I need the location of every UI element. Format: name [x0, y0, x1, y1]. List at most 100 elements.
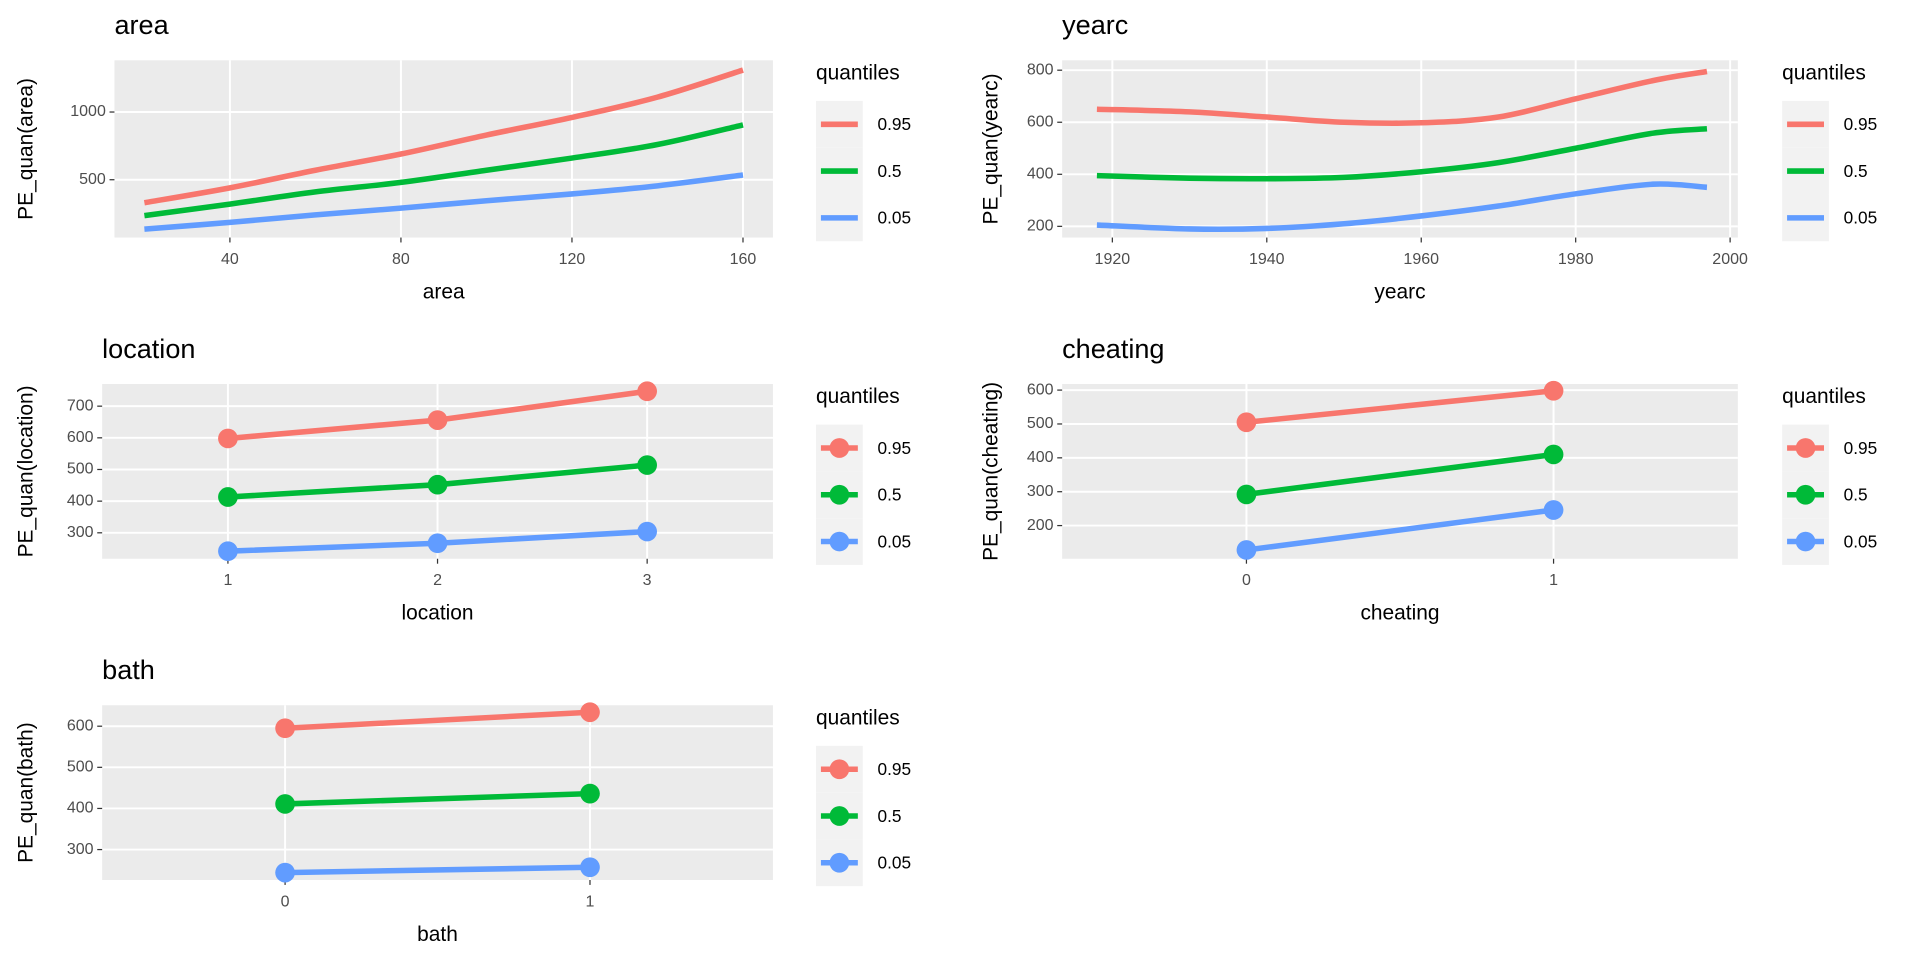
legend-label: 0.95: [1844, 438, 1878, 458]
point: [218, 487, 238, 507]
point: [275, 862, 295, 883]
panel: 300 400 500 600 0 1 bath bath PE_quan(bath) 0.95 0…: [15, 654, 911, 946]
y-tick-label: 400: [67, 492, 94, 509]
y-axis-label: PE_quan(cheating): [980, 382, 1003, 561]
y-tick-label: 300: [67, 841, 94, 858]
legend-title: quantiles: [1782, 61, 1866, 84]
legend-point: [829, 484, 850, 505]
point: [427, 533, 448, 554]
series-line: [1096, 125, 1708, 182]
y-tick-label: 600: [1027, 381, 1054, 398]
y-axis-label: PE_quan(location): [15, 385, 38, 557]
series-line: [1096, 181, 1708, 233]
legend-point: [829, 531, 850, 552]
x-tick-label: 40: [221, 251, 239, 268]
x-tick-label: 2000: [1712, 251, 1748, 268]
x-tick-label: 1: [586, 893, 595, 910]
x-axis-label: location: [402, 602, 474, 625]
x-tick-label: 80: [392, 251, 410, 268]
y-tick-label: 1000: [70, 103, 106, 120]
legend-point: [1795, 438, 1816, 458]
point: [427, 474, 448, 495]
legend-label: 0.5: [878, 161, 902, 181]
y-tick-label: 600: [1027, 113, 1054, 130]
point: [1543, 380, 1564, 401]
legend-point: [1795, 531, 1816, 552]
x-tick-label: 0: [1242, 572, 1251, 589]
legend-label: 0.05: [878, 208, 912, 228]
panel: 200 300 400 500 600 0 1 cheating cheating PE_quan…: [980, 333, 1878, 625]
legend-label: 0.05: [878, 853, 912, 873]
point: [1236, 540, 1257, 560]
series-line: [144, 122, 744, 219]
y-tick-label: 500: [67, 461, 94, 478]
y-tick-label: 300: [1027, 483, 1054, 500]
series-line: [143, 67, 744, 206]
point: [1236, 412, 1257, 433]
series-line: [1246, 451, 1554, 498]
series-line: [144, 172, 744, 232]
y-axis-label: PE_quan(yearc): [980, 73, 1003, 224]
y-tick-label: 700: [67, 397, 94, 414]
series-line: [1096, 68, 1708, 126]
series-line: [1246, 507, 1554, 553]
plot-background: [114, 60, 773, 238]
x-axis-label: area: [423, 280, 465, 303]
point: [580, 783, 600, 804]
legend-label: 0.5: [878, 806, 902, 826]
legend-label: 0.95: [1844, 114, 1878, 134]
x-tick-label: 1980: [1558, 251, 1594, 268]
legend-label: 0.05: [1844, 208, 1878, 228]
x-tick-label: 1960: [1403, 251, 1439, 268]
x-tick-label: 0: [281, 893, 290, 910]
legend-point: [829, 438, 850, 458]
x-tick-label: 1: [223, 572, 232, 589]
point: [275, 794, 295, 814]
point: [1543, 500, 1564, 520]
legend-point: [829, 759, 850, 780]
series-line: [1246, 388, 1554, 426]
y-tick-label: 800: [1027, 61, 1054, 78]
legend-label: 0.5: [1844, 161, 1868, 181]
point: [427, 410, 448, 430]
y-tick-label: 300: [67, 524, 94, 541]
x-axis-label: cheating: [1360, 602, 1439, 625]
y-tick-label: 600: [67, 717, 94, 734]
panel: 500 1000 40 80 120 160 area area PE_quan(area) 0.…: [15, 9, 911, 303]
x-tick-label: 1: [1549, 572, 1558, 589]
panel-title: location: [102, 333, 195, 364]
x-tick-label: 160: [730, 251, 757, 268]
panel-title: yearc: [1062, 9, 1128, 40]
legend-label: 0.95: [878, 759, 912, 779]
y-tick-label: 500: [79, 171, 106, 188]
legend-label: 0.5: [1844, 485, 1868, 505]
y-axis-label: PE_quan(area): [15, 78, 38, 220]
point: [1543, 444, 1564, 465]
legend-title: quantiles: [1782, 385, 1866, 408]
panel-title: cheating: [1062, 333, 1164, 364]
legend-title: quantiles: [816, 385, 900, 408]
y-tick-label: 200: [1027, 517, 1054, 534]
panel: 300 400 500 600 700 1 2 3 location location PE_qua…: [15, 333, 911, 625]
plot-background: [1062, 60, 1738, 238]
y-tick-label: 400: [67, 800, 94, 817]
y-tick-label: 400: [1027, 449, 1054, 466]
x-tick-label: 1940: [1249, 251, 1285, 268]
x-tick-label: 120: [559, 251, 586, 268]
point: [637, 521, 657, 542]
y-tick-label: 400: [1027, 166, 1054, 183]
panel-title: bath: [102, 654, 155, 685]
point: [275, 718, 295, 739]
series-line: [284, 709, 591, 732]
legend-title: quantiles: [816, 706, 900, 729]
x-axis-label: yearc: [1374, 280, 1425, 303]
legend-point: [829, 852, 850, 873]
legend-point: [829, 806, 850, 826]
y-axis-label: PE_quan(bath): [15, 722, 38, 863]
point: [637, 381, 657, 402]
point: [218, 541, 238, 562]
legend-label: 0.5: [878, 485, 902, 505]
x-tick-label: 2: [433, 572, 442, 589]
